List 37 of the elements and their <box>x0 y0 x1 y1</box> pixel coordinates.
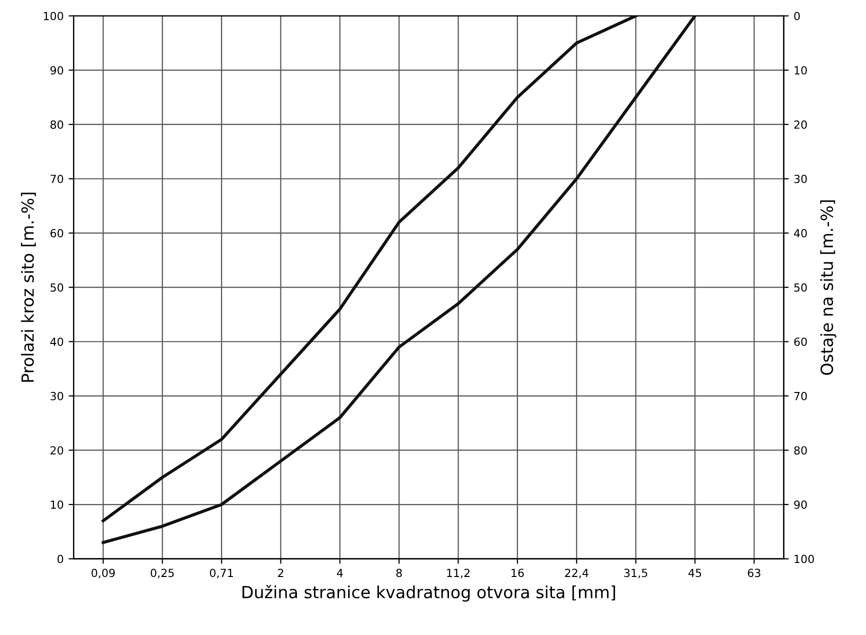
x-tick-label: 11,2 <box>447 568 470 578</box>
x-tick-label: 22,4 <box>565 568 588 578</box>
y2-tick-label: 60 <box>794 338 807 346</box>
y2-axis-title: Ostaje na situ [m.-%] <box>820 200 836 375</box>
y-tick-label: 40 <box>50 338 64 346</box>
y2-tick-label: 90 <box>794 500 807 509</box>
y2-tick-label: 10 <box>794 66 807 75</box>
y2-tick-label: 70 <box>794 392 807 400</box>
x-tick-label: 31,5 <box>624 568 648 578</box>
x-axis-title: Dužina stranice kvadratnog otvora sita [mm] <box>242 584 616 602</box>
y2-tick-label: 100 <box>794 554 814 564</box>
x-tick-label: 16 <box>512 568 524 578</box>
y2-tick-label: 0 <box>794 12 800 20</box>
x-tick-label: 0,25 <box>150 568 174 578</box>
y-tick-label: 100 <box>44 12 64 20</box>
y-tick-label: 90 <box>50 66 64 75</box>
y2-tick-label: 80 <box>794 446 807 455</box>
y2-tick-label: 20 <box>794 120 807 129</box>
x-tick-label: 0,09 <box>92 568 115 578</box>
x-tick-label: 63 <box>748 568 760 578</box>
x-tick-label: 0,71 <box>210 568 233 578</box>
y-tick-label: 50 <box>50 283 64 292</box>
y2-tick-label: 50 <box>794 283 807 292</box>
y2-tick-label: 30 <box>794 174 807 184</box>
y2-tick-label: 40 <box>794 229 807 238</box>
y-axis-title: Prolazi kroz sito [m.-%] <box>20 192 36 382</box>
y-tick-label: 0 <box>58 554 64 564</box>
y-tick-label: 60 <box>50 229 64 238</box>
x-tick-label: 4 <box>336 568 343 577</box>
x-tick-label: 8 <box>396 568 402 578</box>
y-tick-label: 20 <box>50 446 64 455</box>
y-tick-label: 30 <box>50 392 64 400</box>
y-tick-label: 10 <box>50 500 64 509</box>
x-tick-label: 2 <box>278 568 284 577</box>
y-tick-label: 80 <box>50 120 64 129</box>
x-tick-label: 45 <box>688 568 702 578</box>
y-tick-label: 70 <box>50 174 64 184</box>
